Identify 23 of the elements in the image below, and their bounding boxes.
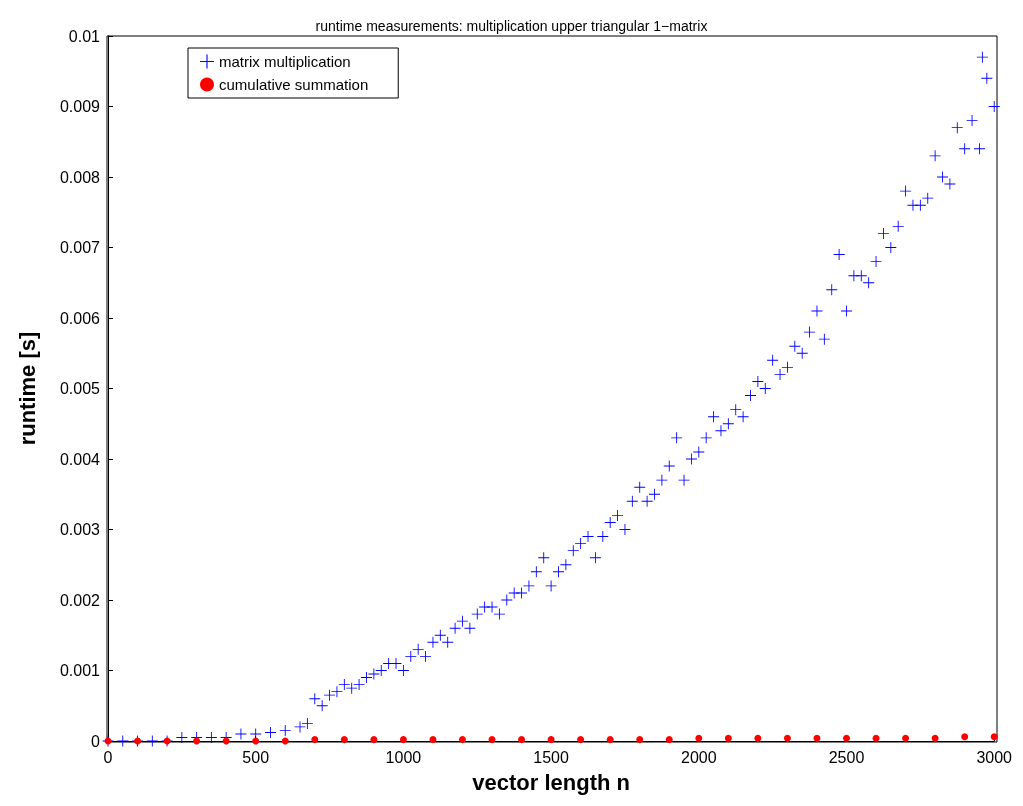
x-tick-label: 0 xyxy=(103,748,113,766)
y-axis-title: runtime [s] xyxy=(14,331,40,446)
y-tick-label: 0.004 xyxy=(59,450,101,468)
y-tick-label: 0.009 xyxy=(59,98,101,115)
x-tick-label: 2000 xyxy=(681,748,717,766)
y-tick-label: 0 xyxy=(91,732,101,750)
y-tick-label: 0.007 xyxy=(59,239,101,256)
y-tick-label: 0.008 xyxy=(59,168,101,186)
chart-title: runtime measurements: multiplication upper triangular 1−matrix xyxy=(315,18,708,34)
y-tick-label: 0.006 xyxy=(59,309,101,327)
x-tick-label: 500 xyxy=(242,748,270,766)
x-tick-label: 1500 xyxy=(533,748,569,766)
x-tick-label: 1000 xyxy=(385,748,422,766)
y-tick-label: 0.01 xyxy=(68,27,101,45)
y-tick-label: 0.001 xyxy=(59,662,101,679)
x-tick-label: 2500 xyxy=(828,748,865,766)
x-axis-title: vector length n xyxy=(472,769,630,795)
y-tick-label: 0.003 xyxy=(59,521,101,538)
y-tick-label: 0.002 xyxy=(59,591,101,609)
y-tick-label: 0.005 xyxy=(59,380,101,397)
legend-label: matrix multiplication xyxy=(219,53,351,70)
x-tick-label: 3000 xyxy=(976,748,1013,766)
legend-label: cumulative summation xyxy=(219,76,369,93)
